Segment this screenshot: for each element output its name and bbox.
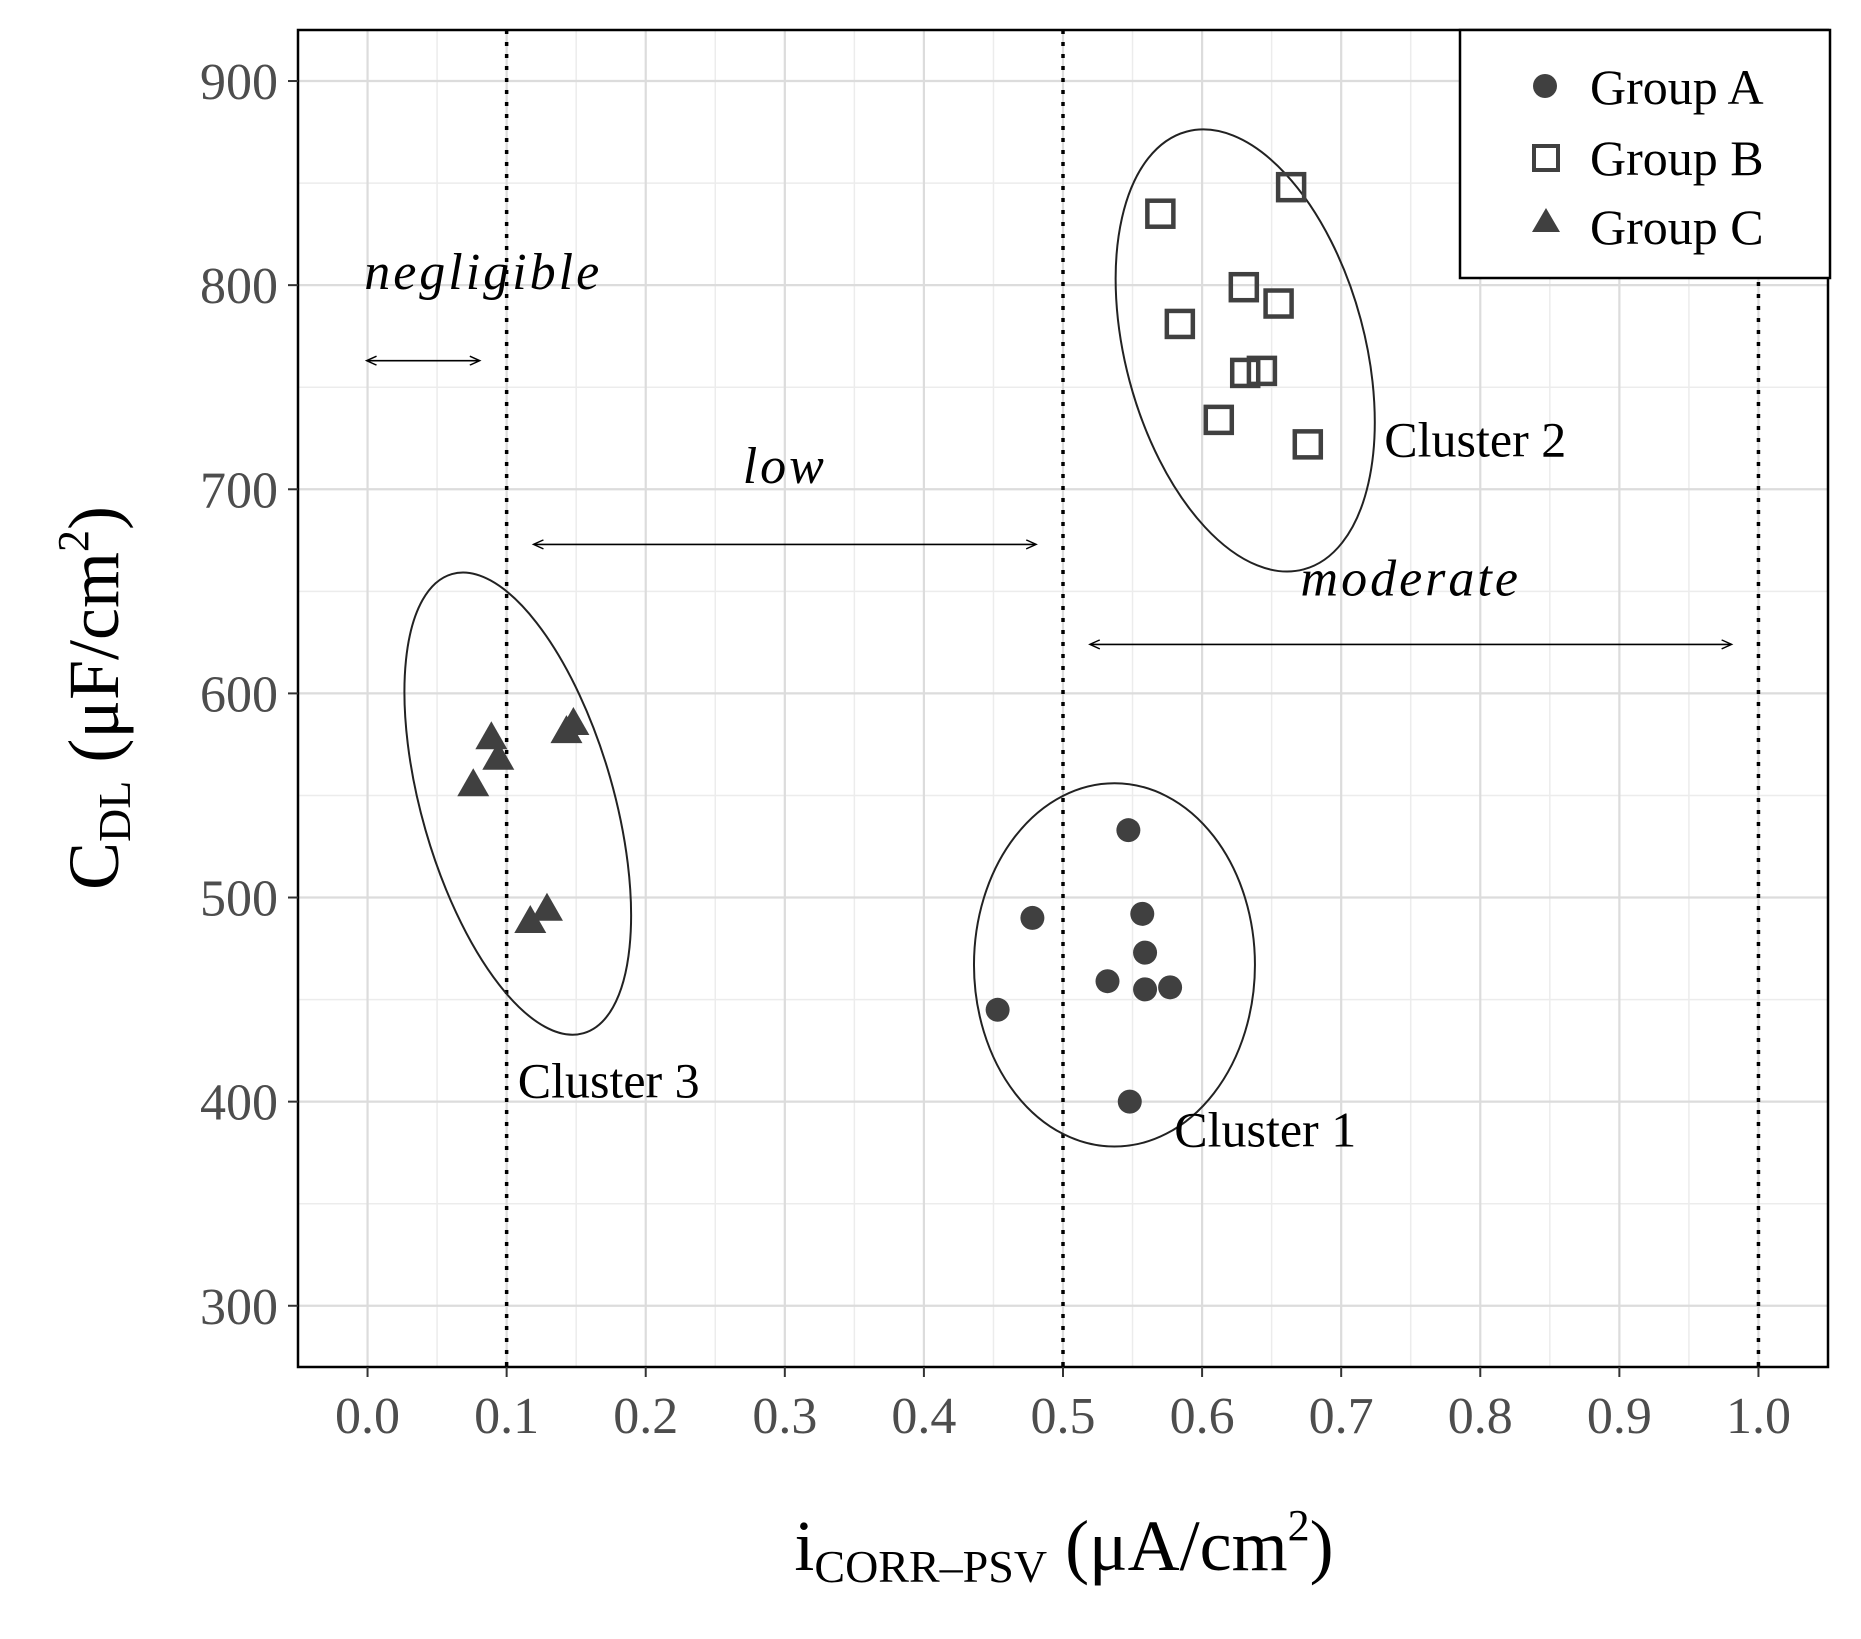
x-tick-label: 0.8 xyxy=(1448,1388,1513,1445)
group-c-point xyxy=(514,905,547,934)
legend-circle-icon xyxy=(1533,74,1557,98)
group-c-point xyxy=(457,768,490,797)
group-c-point xyxy=(557,707,590,736)
y-tick-label: 300 xyxy=(200,1279,278,1336)
group-b-point xyxy=(1263,288,1294,319)
x-tick-label: 0.2 xyxy=(613,1388,678,1445)
legend-triangle-icon xyxy=(1532,208,1560,232)
group-a-point xyxy=(1095,969,1120,994)
data-points xyxy=(457,171,1324,1114)
x-axis: 0.0 0.1 0.2 0.3 0.4 0.5 0.6 0.7 0.8 0.9 1.0 xyxy=(335,1367,1791,1445)
group-a-point xyxy=(1020,905,1045,930)
legend: Group A Group B Group C xyxy=(1458,28,1832,280)
group-a-point xyxy=(1158,975,1183,1000)
range-label: low xyxy=(743,438,827,495)
legend-label-group-c: Group C xyxy=(1590,199,1764,255)
group-a-point xyxy=(1133,977,1158,1002)
group-a-point xyxy=(1117,1089,1142,1114)
group-b-point xyxy=(1164,308,1196,340)
y-tick-label: 400 xyxy=(200,1075,278,1132)
x-tick-label: 0.4 xyxy=(891,1388,956,1445)
cluster-ellipse xyxy=(1114,128,1376,573)
range-label: negligible xyxy=(364,244,602,301)
legend-label-group-a: Group A xyxy=(1590,59,1764,115)
legend-box xyxy=(1458,28,1832,280)
range-label: moderate xyxy=(1301,550,1521,607)
cluster-label: Cluster 2 xyxy=(1384,412,1566,468)
x-tick-label: 0.6 xyxy=(1170,1388,1235,1445)
group-c-point xyxy=(475,721,508,750)
x-tick-label: 0.5 xyxy=(1031,1388,1096,1445)
group-a-point xyxy=(985,997,1010,1022)
group-b-point xyxy=(1246,355,1278,387)
group-b-point xyxy=(1292,429,1324,460)
cluster-ellipse xyxy=(972,782,1256,1148)
y-tick-label: 900 xyxy=(200,54,278,111)
y-axis-title: CDL (μF/cm2) xyxy=(49,506,140,890)
y-tick-label: 500 xyxy=(200,871,278,928)
y-tick-label: 800 xyxy=(200,258,278,315)
y-tick-label: 700 xyxy=(200,462,278,519)
group-b-point xyxy=(1275,171,1307,203)
y-axis: 300 400 500 600 700 800 900 xyxy=(200,54,298,1336)
cluster-ellipse xyxy=(403,571,633,1036)
x-tick-label: 0.3 xyxy=(752,1388,817,1445)
x-tick-label: 1.0 xyxy=(1726,1388,1791,1445)
group-b-point xyxy=(1228,271,1260,303)
group-b-point xyxy=(1229,357,1261,389)
cluster-ellipses xyxy=(403,128,1376,1148)
x-tick-label: 0.7 xyxy=(1309,1388,1374,1445)
group-c-point xyxy=(530,892,563,921)
x-tick-label: 0.1 xyxy=(474,1388,539,1445)
x-tick-label: 0.9 xyxy=(1587,1388,1652,1445)
range-annotations: negligible low moderate xyxy=(364,244,1730,644)
group-a-point xyxy=(1116,818,1141,843)
x-tick-label: 0.0 xyxy=(335,1388,400,1445)
x-axis-title: iCORR–PSV (μA/cm2) xyxy=(794,1501,1333,1592)
group-b-point xyxy=(1145,198,1176,229)
cluster-label: Cluster 3 xyxy=(518,1053,700,1109)
y-tick-label: 600 xyxy=(200,666,278,723)
group-c-point xyxy=(482,741,515,770)
group-a-point xyxy=(1133,940,1158,965)
group-b-point xyxy=(1203,404,1235,436)
cluster-labels: Cluster 1 Cluster 2 Cluster 3 xyxy=(518,412,1566,1158)
cluster-label: Cluster 1 xyxy=(1174,1102,1356,1158)
group-a-point xyxy=(1130,901,1155,926)
legend-square-icon xyxy=(1532,144,1560,172)
legend-label-group-b: Group B xyxy=(1590,130,1764,186)
